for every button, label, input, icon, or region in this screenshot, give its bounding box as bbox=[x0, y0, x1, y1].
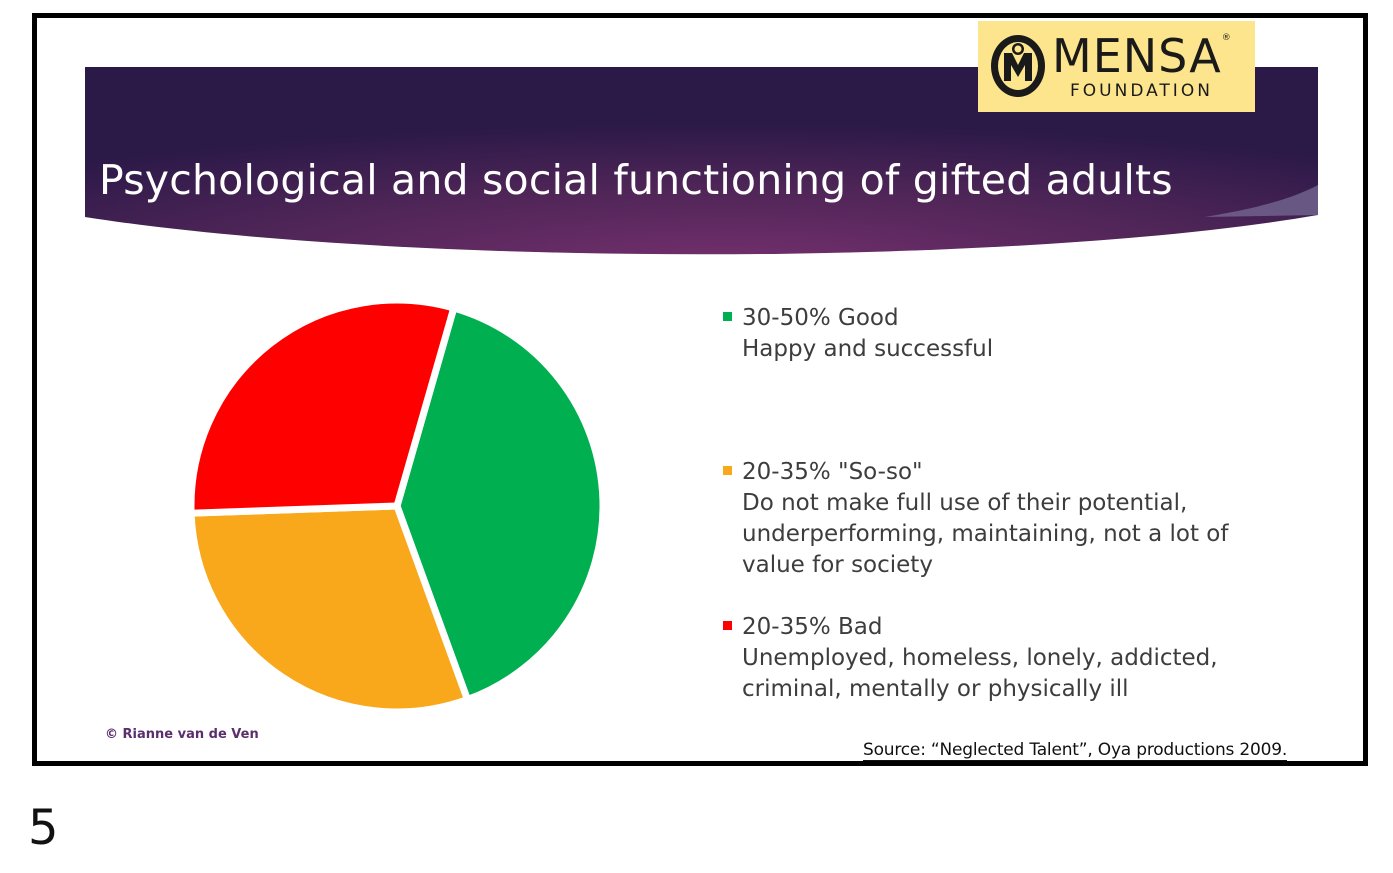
source-citation: Source: “Neglected Talent”, Oya producti… bbox=[863, 740, 1288, 761]
legend-entry-description: criminal, mentally or physically ill bbox=[742, 676, 1129, 702]
legend-entry-description: Happy and successful bbox=[742, 336, 994, 362]
pie-chart bbox=[187, 296, 607, 716]
pie-slice-bad bbox=[187, 296, 458, 517]
legend-entry: 20-35% "So-so" Do not make full use of th… bbox=[723, 457, 1228, 581]
legend-entry-head: 30-50% Good bbox=[723, 303, 993, 334]
mensa-emblem-icon bbox=[991, 35, 1045, 97]
page-number: 5 bbox=[28, 800, 59, 856]
legend-entry-description: value for society bbox=[742, 552, 933, 578]
legend-entry: 30-50% Good Happy and successful bbox=[723, 303, 993, 365]
logo-wordmark: MENSA® bbox=[1052, 29, 1232, 83]
legend-entry-description: Unemployed, homeless, lonely, addicted, bbox=[742, 645, 1218, 671]
legend-entry-description: underperforming, maintaining, not a lot … bbox=[742, 521, 1229, 547]
copyright-notice: © Rianne van de Ven bbox=[105, 727, 259, 742]
legend-entry-head: 20-35% Bad bbox=[723, 612, 1218, 643]
legend-entry-label: 20-35% "So-so" bbox=[742, 459, 923, 485]
slide-title: Psychological and social functioning of … bbox=[99, 156, 1173, 204]
legend-entry-description: Do not make full use of their potential, bbox=[742, 490, 1188, 516]
legend-bullet-icon bbox=[723, 621, 732, 630]
legend-bullet-icon bbox=[723, 312, 732, 321]
pie-slice-good bbox=[393, 304, 607, 704]
slide: Psychological and social functioning of … bbox=[32, 13, 1368, 766]
pie-slice-so-so bbox=[187, 502, 471, 716]
legend-entry-label: 20-35% Bad bbox=[742, 614, 883, 640]
mensa-foundation-logo: MENSA® FOUNDATION bbox=[978, 21, 1255, 112]
logo-subtitle: FOUNDATION bbox=[1070, 81, 1213, 101]
legend-entry: 20-35% Bad Unemployed, homeless, lonely, … bbox=[723, 612, 1218, 705]
legend-bullet-icon bbox=[723, 466, 732, 475]
legend-entry-head: 20-35% "So-so" bbox=[723, 457, 1228, 488]
title-banner bbox=[85, 67, 1318, 267]
legend-entry-label: 30-50% Good bbox=[742, 305, 899, 331]
